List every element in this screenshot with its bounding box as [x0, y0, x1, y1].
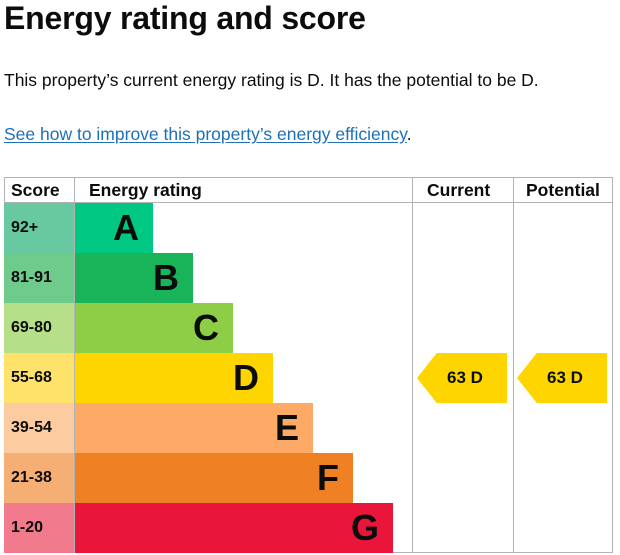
score-column-divider — [74, 177, 75, 553]
rating-band-bar: G — [75, 503, 393, 553]
score-cell: 21-38 — [4, 453, 74, 503]
rating-band-bar: E — [75, 403, 313, 453]
score-cell: 92+ — [4, 203, 74, 253]
rating-band-bar: C — [75, 303, 233, 353]
rating-band-bar: B — [75, 253, 193, 303]
improve-suffix: . — [406, 124, 412, 144]
table-top-border — [4, 177, 613, 178]
potential-rating-arrow: 63 D — [517, 353, 607, 403]
potential-column-divider — [513, 177, 514, 553]
rating-band-bar: A — [75, 203, 153, 253]
current-rating-arrow: 63 D — [417, 353, 507, 403]
score-cell: 55-68 — [4, 353, 74, 403]
improve-efficiency-link[interactable]: See how to improve this property’s energ… — [4, 124, 407, 144]
score-cell: 69-80 — [4, 303, 74, 353]
table-right-border — [612, 177, 613, 553]
rating-band-bar: F — [75, 453, 353, 503]
table-header-divider — [4, 202, 613, 203]
score-cell: 81-91 — [4, 253, 74, 303]
energy-rating-column-header: Energy rating — [89, 180, 202, 200]
current-column-divider — [412, 177, 413, 553]
score-cell: 1-20 — [4, 503, 74, 553]
improve-paragraph: See how to improve this property’s energ… — [4, 122, 412, 146]
score-cell: 39-54 — [4, 403, 74, 453]
rating-summary: This property’s current energy rating is… — [4, 70, 539, 90]
potential-column-header: Potential — [526, 180, 600, 200]
rating-band-bar: D — [75, 353, 273, 403]
page-title: Energy rating and score — [4, 0, 366, 36]
current-column-header: Current — [427, 180, 491, 200]
score-column-header: Score — [11, 180, 60, 200]
